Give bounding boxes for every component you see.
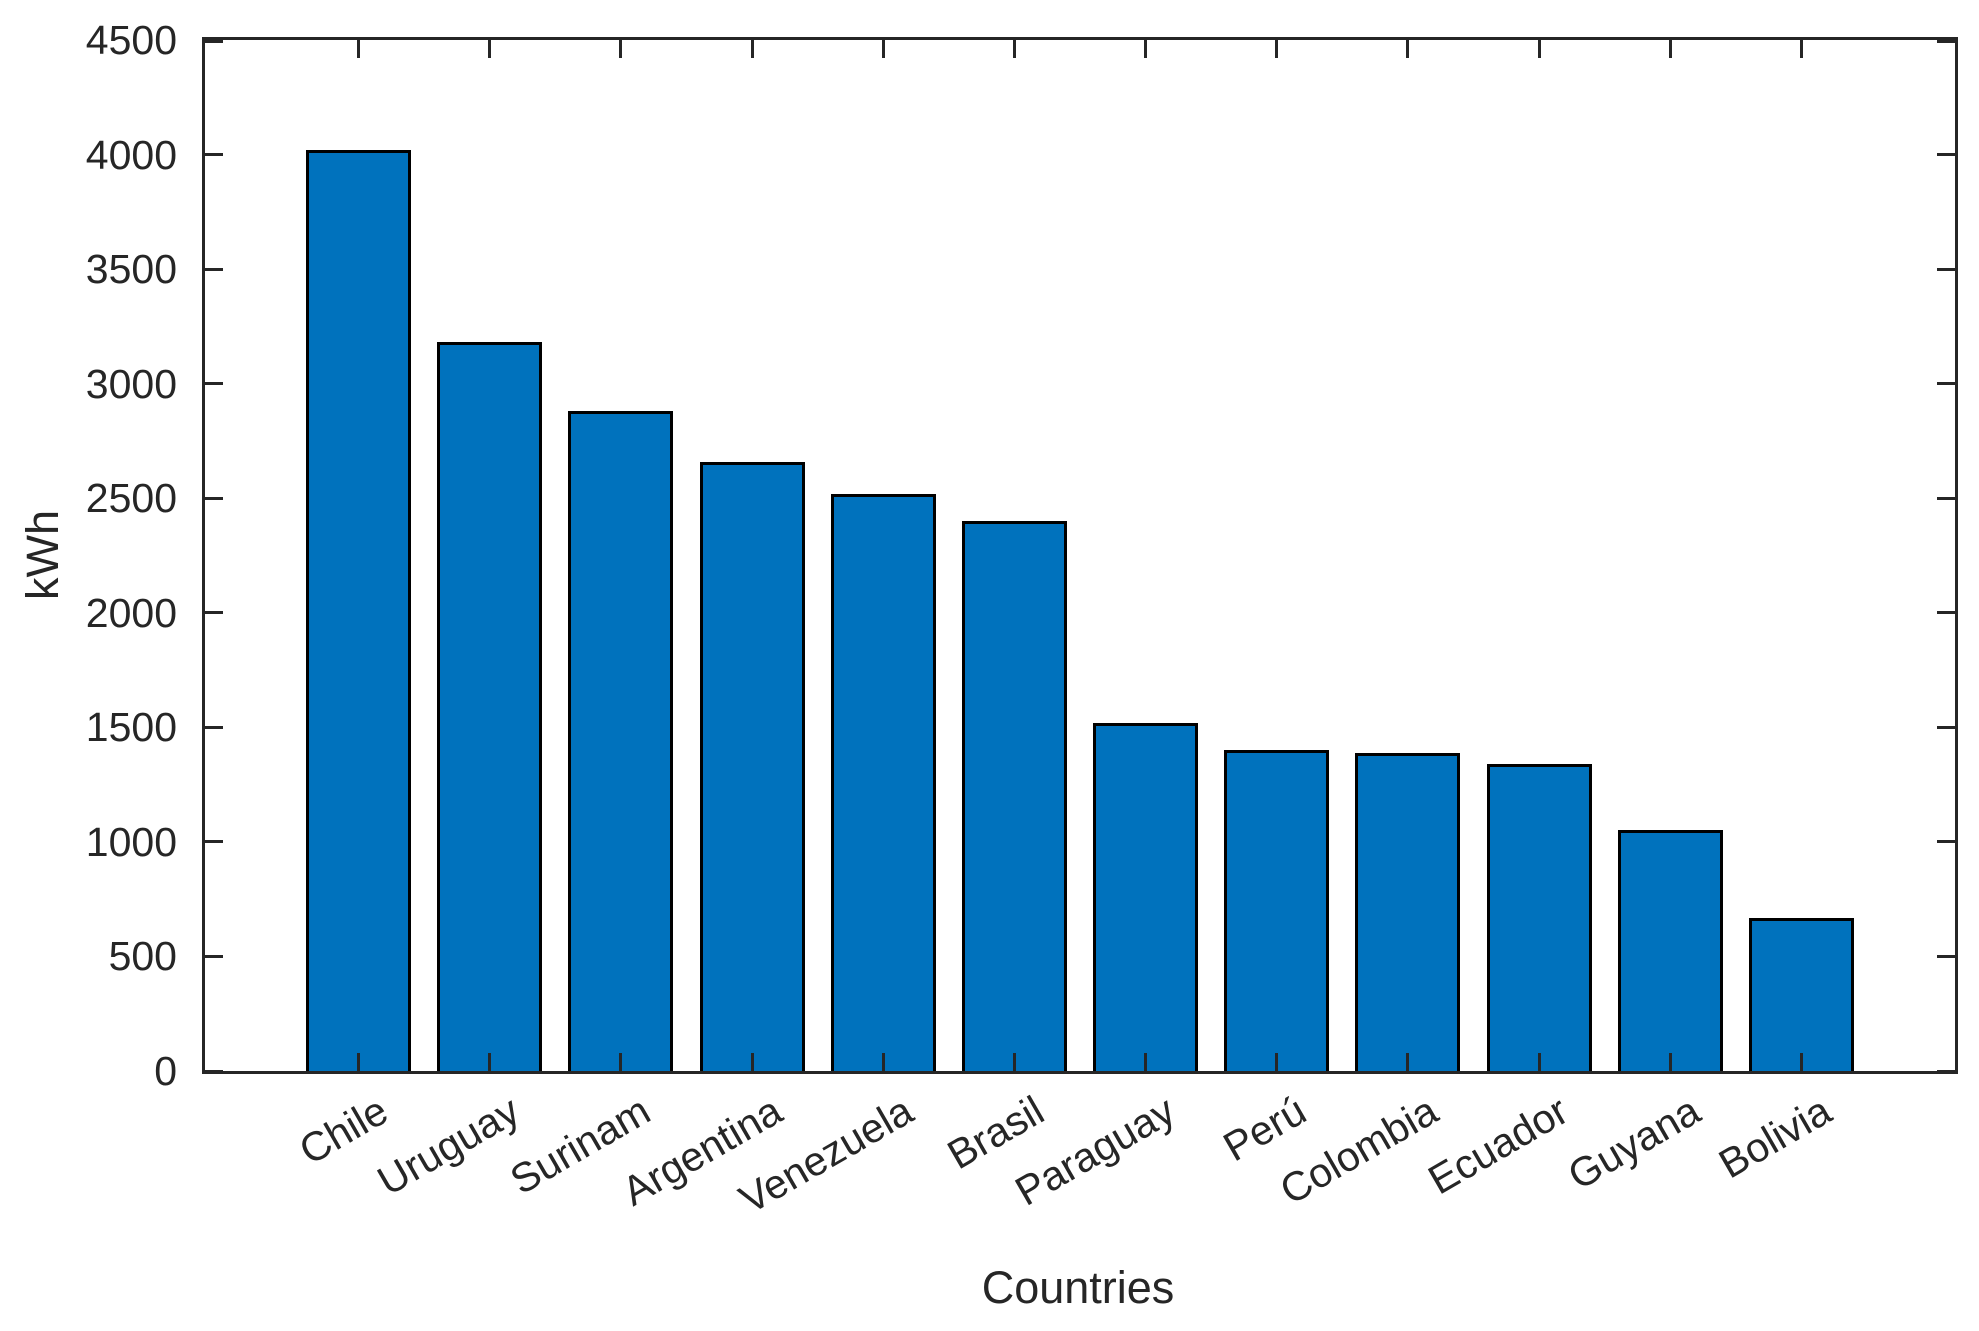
- y-tick-mark: [1937, 954, 1955, 958]
- x-tick-label-uruguay: Uruguay: [369, 1087, 527, 1205]
- y-tick-mark: [1937, 1069, 1955, 1073]
- bar-peru: [1224, 750, 1330, 1071]
- x-tick-mark: [1012, 1053, 1016, 1071]
- bar-venezuela: [830, 493, 936, 1071]
- y-tick-mark: [205, 382, 223, 386]
- x-tick-mark: [488, 40, 492, 58]
- y-tick-mark: [205, 40, 223, 43]
- y-axis-tick-labels: 0 500 1000 1500 2000 2500 3000 3500 4000 4500: [0, 18, 177, 1093]
- bar-surinam: [568, 411, 674, 1071]
- x-tick-label-ecuador: Ecuador: [1420, 1087, 1577, 1204]
- bars-layer: [205, 40, 1955, 1071]
- x-tick-mark: [357, 40, 360, 58]
- x-axis-label: Countries: [981, 1262, 1175, 1313]
- x-tick-label-guyana: Guyana: [1559, 1087, 1708, 1199]
- plot-area: [202, 37, 1958, 1074]
- x-tick-mark: [357, 1053, 360, 1071]
- y-tick-mark: [1937, 611, 1955, 615]
- y-tick-mark: [205, 496, 223, 500]
- bar-chile: [306, 149, 411, 1071]
- x-tick-mark: [881, 40, 885, 58]
- y-tick-mark: [205, 954, 223, 958]
- y-tick-mark: [1937, 153, 1955, 157]
- x-tick-mark: [1275, 40, 1279, 58]
- y-tick-mark: [1937, 267, 1955, 271]
- x-tick-mark: [1275, 1053, 1279, 1071]
- bar-guyana: [1617, 830, 1723, 1071]
- bar-paraguay: [1093, 722, 1199, 1071]
- x-tick-mark: [750, 1053, 754, 1071]
- y-tick-label: 4500: [85, 17, 177, 63]
- y-tick-mark: [1937, 725, 1955, 729]
- bar-argentina: [699, 461, 805, 1071]
- y-tick-label: 1000: [85, 818, 177, 865]
- x-tick-mark: [1800, 40, 1803, 58]
- y-tick-mark: [205, 1069, 223, 1073]
- bar-uruguay: [437, 342, 543, 1071]
- y-tick-mark: [205, 611, 223, 615]
- x-tick-mark: [1012, 40, 1016, 58]
- y-tick-label: 3000: [85, 360, 177, 407]
- x-tick-mark: [1668, 1053, 1672, 1071]
- x-tick-mark: [1668, 40, 1672, 58]
- y-tick-mark: [205, 725, 223, 729]
- x-tick-mark: [488, 1053, 492, 1071]
- y-tick-label: 3500: [85, 246, 177, 293]
- y-tick-label: 500: [108, 933, 177, 980]
- y-tick-label: 0: [154, 1048, 177, 1094]
- y-tick-mark: [1937, 382, 1955, 386]
- bar-ecuador: [1486, 764, 1592, 1071]
- y-tick-mark: [205, 153, 223, 157]
- y-tick-label: 2500: [85, 475, 177, 522]
- x-tick-mark: [1144, 1053, 1148, 1071]
- bar-bolivia: [1749, 917, 1854, 1071]
- x-tick-mark: [1800, 1053, 1803, 1071]
- x-tick-mark: [1406, 40, 1410, 58]
- x-tick-mark: [1537, 1053, 1541, 1071]
- axis-ticks-layer: [205, 40, 1955, 1073]
- bar-colombia: [1355, 752, 1461, 1071]
- x-tick-label-bolivia: Bolivia: [1710, 1087, 1839, 1188]
- x-tick-mark: [750, 40, 754, 58]
- x-axis-tick-labels: Chile Uruguay Surinam Argentina Venezuela Bra…: [202, 1077, 1958, 1277]
- x-tick-mark: [1406, 1053, 1410, 1071]
- y-tick-label: 4000: [85, 131, 177, 178]
- y-tick-mark: [205, 267, 223, 271]
- x-tick-mark: [1537, 40, 1541, 58]
- y-tick-mark: [1937, 40, 1955, 43]
- x-tick-mark: [1144, 40, 1148, 58]
- y-tick-label: 1500: [85, 704, 177, 751]
- y-tick-mark: [1937, 496, 1955, 500]
- x-tick-mark: [881, 1053, 885, 1071]
- y-tick-mark: [1937, 840, 1955, 844]
- x-tick-mark: [619, 1053, 623, 1071]
- x-tick-mark: [619, 40, 623, 58]
- y-tick-label: 2000: [85, 589, 177, 636]
- bar-brasil: [961, 521, 1067, 1071]
- y-tick-mark: [205, 840, 223, 844]
